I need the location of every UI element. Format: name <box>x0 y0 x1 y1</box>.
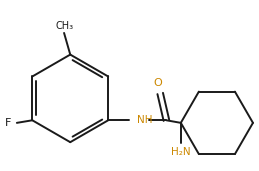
Text: F: F <box>5 118 12 128</box>
Text: O: O <box>154 78 163 88</box>
Text: H₂N: H₂N <box>171 147 191 157</box>
Text: CH₃: CH₃ <box>55 21 73 31</box>
Text: NH: NH <box>136 115 152 125</box>
